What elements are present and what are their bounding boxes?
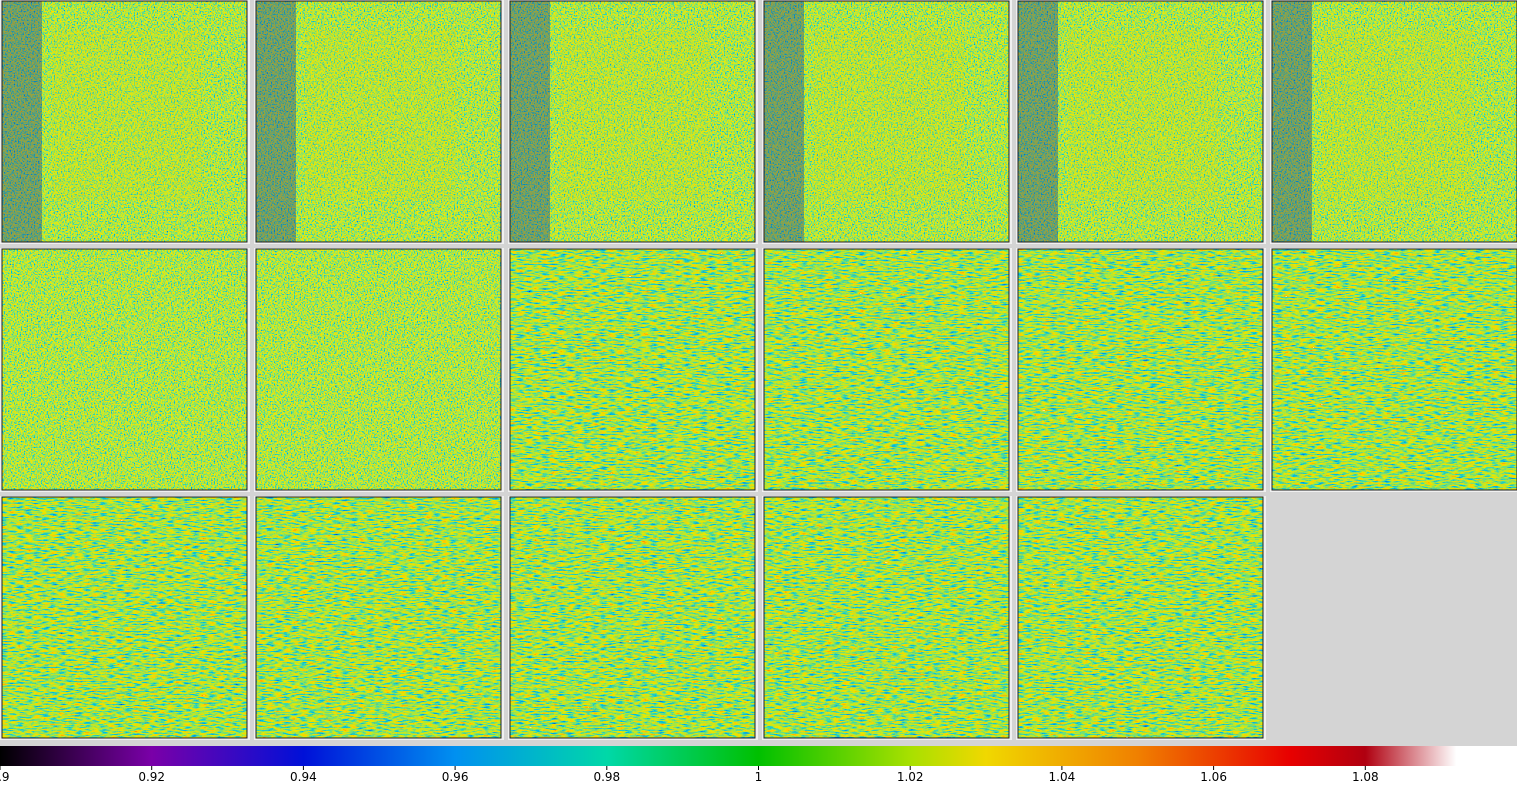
- tile-image: [1018, 1, 1263, 242]
- tile-image: [510, 497, 755, 738]
- colorbar-tick-label: 0.98: [593, 770, 620, 784]
- tile-border: [509, 496, 756, 739]
- tile-image: [256, 497, 501, 738]
- tile-image: [2, 249, 247, 490]
- tile-border: [255, 0, 502, 243]
- tile-glow: [814, 30, 964, 200]
- tile-glow: [560, 30, 710, 200]
- tile-glow: [306, 30, 456, 200]
- image-tiles: [0, 0, 1517, 740]
- colorbar-tick-label: 1.06: [1200, 770, 1227, 784]
- tile-shade: [510, 1, 550, 242]
- tile-border: [1017, 0, 1264, 243]
- tile-image: [256, 249, 501, 490]
- tile-image: [2, 497, 247, 738]
- tile-border: [763, 248, 1010, 491]
- tile-shade: [764, 1, 804, 242]
- tile-border: [509, 248, 756, 491]
- colorbar-tick-label: 0.94: [290, 770, 317, 784]
- tile-border: [255, 496, 502, 739]
- tile-shade: [2, 1, 42, 242]
- tile-image: [256, 1, 501, 242]
- tile-image: [510, 1, 755, 242]
- tile-image: [1272, 1, 1517, 242]
- tile-glow: [1322, 30, 1472, 200]
- tile-image: [1018, 497, 1263, 738]
- tile-border: [763, 496, 1010, 739]
- tile-image: [764, 1, 1009, 242]
- tile-border: [509, 0, 756, 243]
- tile-border: [1271, 0, 1517, 243]
- tile-image: [764, 249, 1009, 490]
- colorbar-tick-label: 1.04: [1049, 770, 1076, 784]
- colorbar: [0, 746, 1517, 766]
- tile-glow: [1068, 30, 1218, 200]
- tile-border: [1017, 248, 1264, 491]
- tile-border: [1, 248, 248, 491]
- tile-border: [1271, 248, 1517, 491]
- tile-border: [255, 248, 502, 491]
- colorbar-tick-label: 1.08: [1352, 770, 1379, 784]
- tile-border: [1, 496, 248, 739]
- colorbar-tick-label: 1: [755, 770, 763, 784]
- tile-shade: [1272, 1, 1312, 242]
- tile-border: [1017, 496, 1264, 739]
- tile-border: [763, 0, 1010, 243]
- tile-image: [510, 249, 755, 490]
- colorbar-tick-label: 0.92: [138, 770, 165, 784]
- tile-image: [1272, 249, 1517, 490]
- tile-shade: [1018, 1, 1058, 242]
- colorbar-tick-label: 0.96: [442, 770, 469, 784]
- colorbar-labels-bg: [0, 766, 1517, 785]
- tile-glow: [52, 30, 202, 200]
- tile-shade: [256, 1, 296, 242]
- tile-border: [1, 0, 248, 243]
- tile-image: [764, 497, 1009, 738]
- colorbar-tick-label: 0.9: [0, 770, 10, 784]
- colorbar-ticks: 0.9 0.92 0.94 0.96 0.98 1 1.02 1.04 1.06 1.08: [0, 766, 1379, 784]
- colorbar-tick-label: 1.02: [897, 770, 924, 784]
- tile-image: [2, 1, 247, 242]
- tile-image: [1018, 249, 1263, 490]
